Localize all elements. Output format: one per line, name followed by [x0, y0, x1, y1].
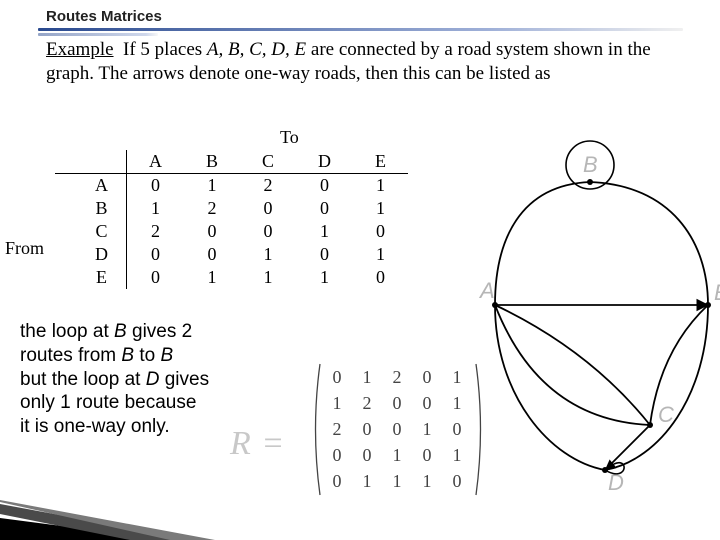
row-hdr: B [55, 197, 127, 220]
table-cell: 1 [184, 174, 240, 198]
row-hdr: C [55, 220, 127, 243]
table-cell: 0 [240, 197, 296, 220]
table-cell: 0 [353, 220, 408, 243]
table-cell: 0 [184, 220, 240, 243]
table-cell: 0 [296, 174, 353, 198]
routes-table: A B C D E A01201B12001C20010D00101E01110 [55, 150, 408, 289]
matrix-cell: 0 [423, 445, 432, 466]
graph: A B C D E [480, 150, 720, 510]
table-cell: 0 [240, 220, 296, 243]
note-span: to [134, 345, 160, 366]
matrix-cell: 1 [363, 471, 372, 492]
matrix-cell: 0 [363, 419, 372, 440]
example-label: Example [46, 39, 114, 60]
note-span: it is one-way only. [20, 416, 170, 437]
col-hdr: D [296, 150, 353, 174]
row-hdr: D [55, 243, 127, 266]
title-underline [38, 28, 683, 31]
title-accent [38, 33, 158, 36]
row-hdr: A [55, 174, 127, 198]
note-text: the loop at B gives 2 routes from B to B… [20, 320, 270, 439]
matrix-cell: 0 [453, 471, 462, 492]
table-cell: 1 [184, 266, 240, 289]
r-label: R = [230, 425, 285, 463]
col-hdr: B [184, 150, 240, 174]
paren-left [310, 362, 320, 497]
table-cell: 1 [296, 220, 353, 243]
table-cell: 1 [240, 266, 296, 289]
matrix-cell: 0 [333, 471, 342, 492]
matrix-cell: 1 [393, 445, 402, 466]
table-cell: 0 [127, 266, 185, 289]
matrix-cell: 1 [423, 471, 432, 492]
matrix-cell: 1 [333, 393, 342, 414]
matrix-cell: 1 [423, 419, 432, 440]
matrix-cell: 1 [453, 367, 462, 388]
matrix-cell: 0 [423, 393, 432, 414]
note-span: D [146, 369, 160, 390]
table-cell: 0 [296, 243, 353, 266]
graph-node-label: D [608, 470, 624, 495]
matrix-cell: 0 [393, 393, 402, 414]
places-italic: A, B, C, D, E [207, 39, 306, 60]
note-span: B [121, 345, 134, 366]
matrix-cell: 0 [393, 419, 402, 440]
table-cell: 0 [296, 197, 353, 220]
col-hdr: C [240, 150, 296, 174]
table-cell: 1 [296, 266, 353, 289]
slide-title: Routes Matrices [46, 8, 162, 25]
col-hdr: A [127, 150, 185, 174]
table-cell: 1 [353, 197, 408, 220]
table-cell: 2 [127, 220, 185, 243]
graph-node-label: E [714, 280, 720, 305]
note-span: gives [159, 369, 209, 390]
body-p1a: If 5 places [123, 39, 207, 60]
table-cell: 2 [240, 174, 296, 198]
table-cell: 2 [184, 197, 240, 220]
note-span: routes from [20, 345, 121, 366]
note-span: only 1 route because [20, 392, 196, 413]
graph-node [587, 179, 593, 185]
note-span: the loop at [20, 321, 114, 342]
slide-decor [0, 500, 220, 540]
table-corner [55, 150, 127, 174]
matrix-cell: 0 [453, 419, 462, 440]
note-span: gives 2 [127, 321, 192, 342]
body-paragraph: Example If 5 places A, B, C, D, E are co… [46, 38, 686, 86]
row-hdr: E [55, 266, 127, 289]
table-cell: 1 [353, 174, 408, 198]
matrix-cell: 2 [333, 419, 342, 440]
table-cell: 0 [127, 174, 185, 198]
matrix-cell: 0 [333, 367, 342, 388]
matrix-grid: 0120112001200100010101110 [322, 365, 472, 495]
graph-node-label: B [583, 152, 598, 177]
graph-node [705, 302, 711, 308]
matrix-cell: 0 [363, 445, 372, 466]
matrix-cell: 0 [333, 445, 342, 466]
col-hdr: E [353, 150, 408, 174]
matrix-cell: 1 [363, 367, 372, 388]
table-cell: 1 [127, 197, 185, 220]
graph-node-label: C [658, 402, 674, 427]
matrix-cell: 1 [453, 393, 462, 414]
matrix-cell: 2 [393, 367, 402, 388]
matrix: 0120112001200100010101110 [310, 362, 484, 497]
table-cell: 0 [127, 243, 185, 266]
from-label: From [5, 238, 44, 259]
table-cell: 1 [240, 243, 296, 266]
note-span: B [114, 321, 127, 342]
table-cell: 0 [184, 243, 240, 266]
graph-node-label: A [478, 278, 495, 303]
routes-table-wrap: To From A B C D E A01201B12001C20010D001… [0, 130, 408, 289]
graph-node [647, 422, 653, 428]
matrix-cell: 0 [423, 367, 432, 388]
note-span: B [160, 345, 173, 366]
note-span: but the loop at [20, 369, 146, 390]
matrix-cell: 1 [453, 445, 462, 466]
matrix-cell: 2 [363, 393, 372, 414]
to-label: To [280, 127, 299, 148]
table-cell: 1 [353, 243, 408, 266]
table-cell: 0 [353, 266, 408, 289]
matrix-cell: 1 [393, 471, 402, 492]
